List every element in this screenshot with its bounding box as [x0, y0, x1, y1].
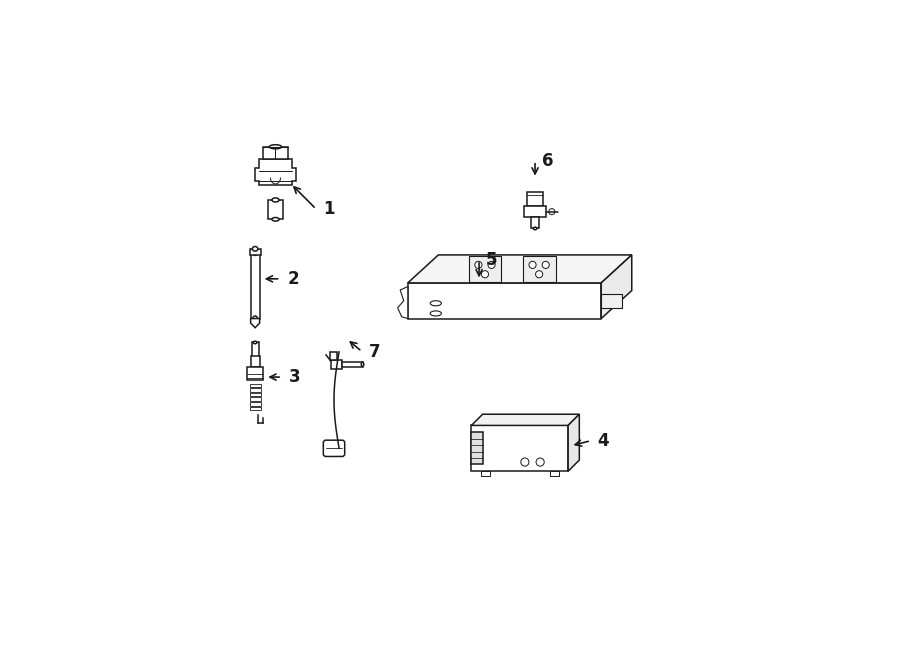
- Polygon shape: [472, 426, 568, 471]
- Polygon shape: [472, 414, 580, 426]
- Bar: [268, 200, 283, 219]
- Bar: [249, 402, 261, 406]
- Circle shape: [488, 261, 495, 268]
- Ellipse shape: [430, 311, 441, 316]
- Bar: [330, 352, 338, 360]
- Bar: [249, 388, 261, 392]
- Bar: [550, 471, 559, 477]
- Bar: [249, 397, 261, 401]
- Polygon shape: [472, 432, 483, 465]
- Circle shape: [536, 458, 544, 466]
- Text: 4: 4: [598, 432, 609, 449]
- Text: 3: 3: [289, 368, 301, 386]
- Text: 6: 6: [542, 152, 554, 170]
- Polygon shape: [523, 256, 555, 282]
- Circle shape: [549, 209, 555, 215]
- Bar: [247, 367, 264, 379]
- Circle shape: [529, 261, 536, 268]
- Bar: [250, 356, 260, 367]
- Bar: [481, 471, 490, 477]
- Text: 5: 5: [486, 251, 497, 269]
- Bar: [249, 383, 261, 387]
- Bar: [331, 360, 342, 369]
- Polygon shape: [568, 414, 580, 471]
- Bar: [250, 253, 260, 319]
- Polygon shape: [408, 255, 632, 283]
- Ellipse shape: [253, 249, 257, 255]
- Polygon shape: [398, 286, 408, 319]
- Polygon shape: [255, 159, 296, 185]
- Ellipse shape: [361, 362, 364, 366]
- Polygon shape: [250, 319, 259, 328]
- Ellipse shape: [534, 227, 536, 230]
- Ellipse shape: [430, 301, 441, 306]
- Text: 1: 1: [323, 200, 334, 218]
- Bar: [525, 206, 545, 217]
- Polygon shape: [469, 256, 501, 282]
- Polygon shape: [601, 255, 632, 319]
- Bar: [252, 342, 258, 357]
- Bar: [264, 147, 288, 159]
- Bar: [526, 192, 544, 206]
- Text: 7: 7: [369, 342, 380, 361]
- Ellipse shape: [252, 247, 258, 251]
- Text: 2: 2: [287, 270, 299, 288]
- Ellipse shape: [253, 316, 257, 321]
- Bar: [532, 217, 538, 229]
- FancyBboxPatch shape: [323, 440, 345, 457]
- Circle shape: [542, 261, 549, 268]
- Ellipse shape: [272, 198, 279, 202]
- Circle shape: [536, 271, 543, 278]
- Circle shape: [482, 271, 489, 278]
- Bar: [249, 249, 261, 255]
- Ellipse shape: [253, 341, 256, 344]
- Polygon shape: [408, 283, 601, 319]
- Ellipse shape: [269, 145, 282, 149]
- Bar: [249, 407, 261, 410]
- Bar: [342, 362, 363, 367]
- Bar: [249, 393, 261, 397]
- Circle shape: [475, 261, 482, 268]
- Ellipse shape: [272, 217, 279, 221]
- Circle shape: [521, 458, 529, 466]
- Polygon shape: [601, 293, 622, 308]
